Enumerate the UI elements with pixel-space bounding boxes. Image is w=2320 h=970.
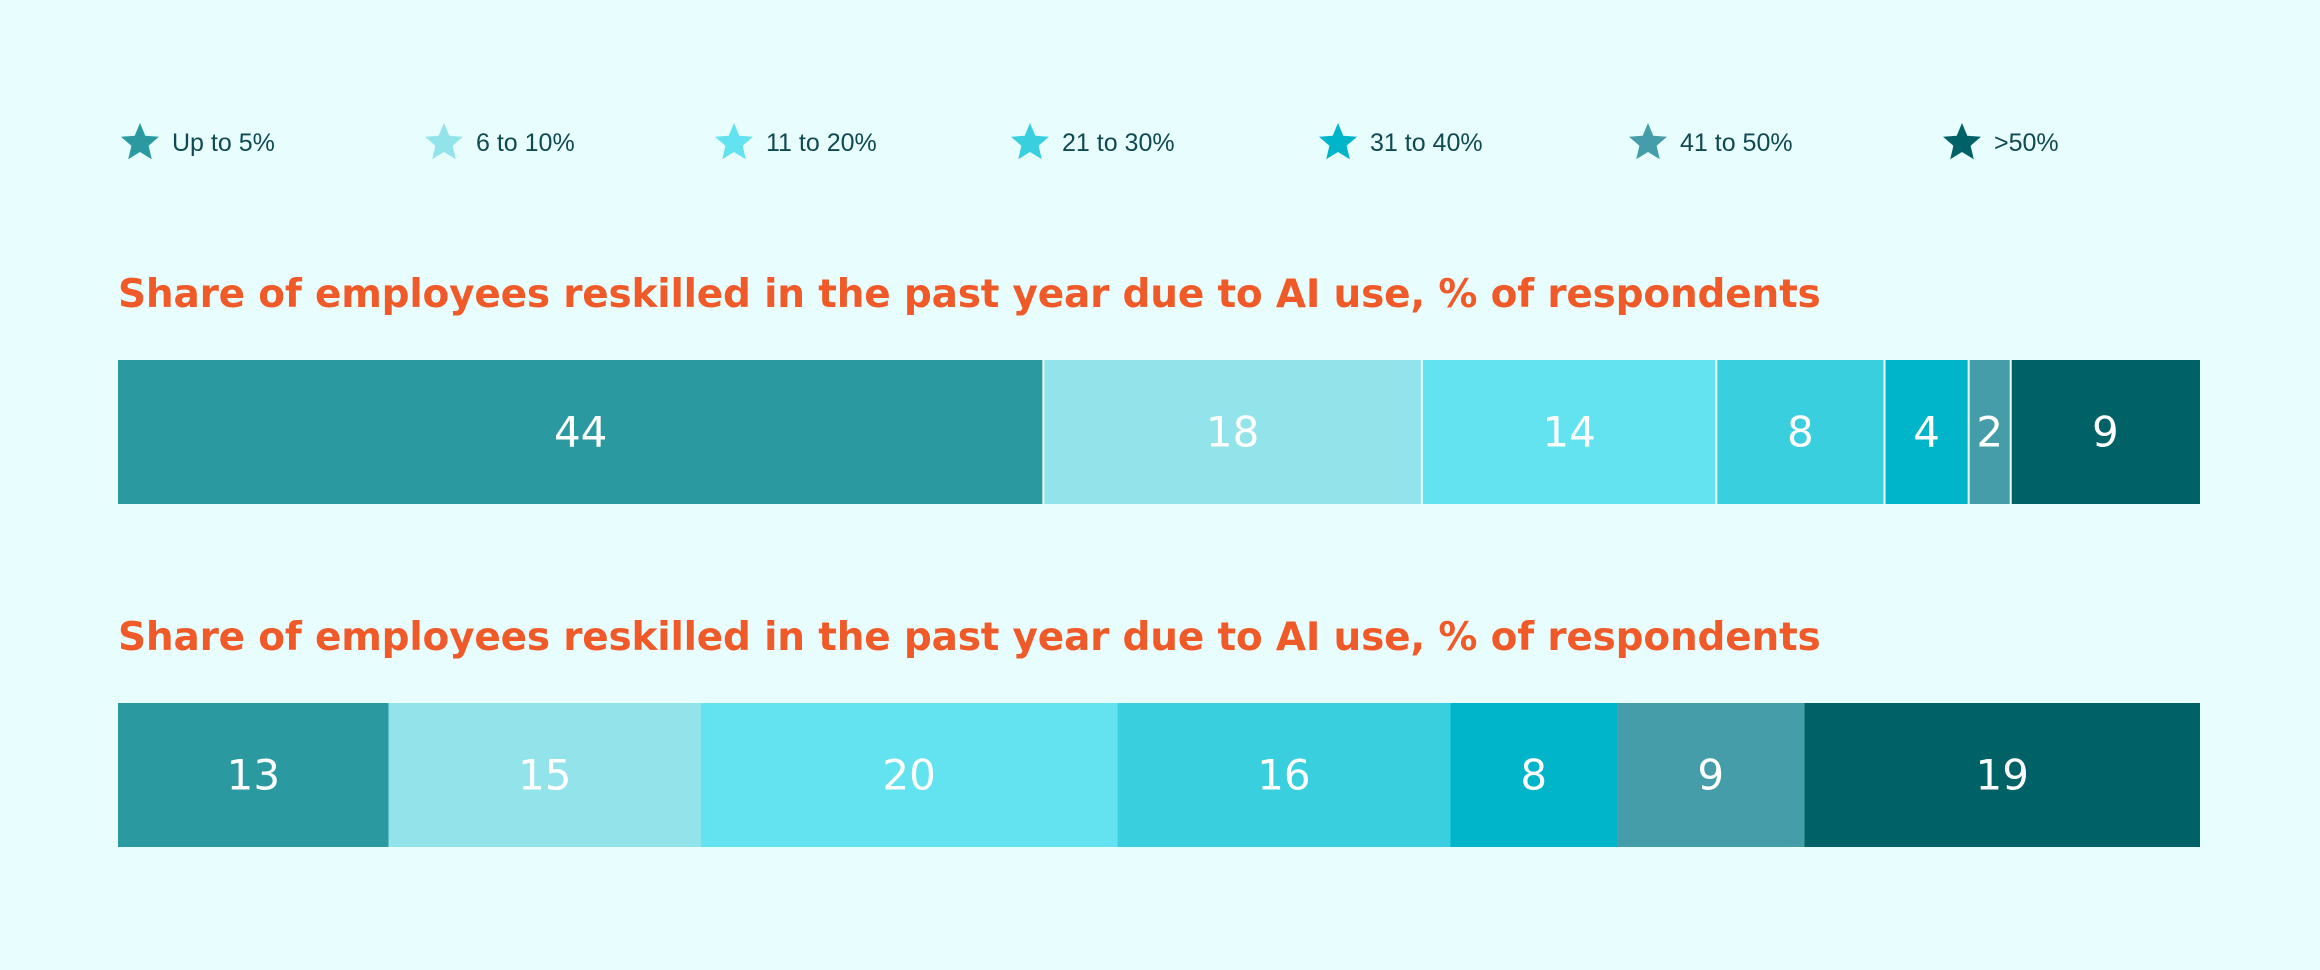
bar-segment	[1421, 360, 1717, 504]
chart-title: Share of employees reskilled in the past…	[118, 272, 1821, 317]
bar-segment	[118, 703, 389, 847]
bar-segment	[1117, 703, 1451, 847]
data-label: 9	[1697, 751, 1724, 800]
data-label: 14	[1542, 408, 1595, 457]
legend-item-up-to-5: Up to 5%	[118, 120, 275, 166]
stacked-bar-chart-1: 44 18 14 8 4 2 9	[118, 360, 2200, 504]
legend: Up to 5% 6 to 10% 11 to 20% 21 to 30% 31…	[0, 0, 2320, 200]
data-label: 19	[1975, 751, 2028, 800]
bar-segment	[1884, 360, 1969, 504]
legend-star	[121, 123, 159, 160]
legend-star	[1319, 123, 1357, 160]
data-label: 4	[1913, 408, 1940, 457]
bar-segment	[1804, 703, 2200, 847]
legend-star	[425, 123, 463, 160]
chart-title: Share of employees reskilled in the past…	[118, 615, 1821, 660]
star-icon	[1629, 123, 1667, 160]
star-icon	[1319, 123, 1357, 160]
stacked-bar-chart-2: 13 15 20 16 8 9 19	[118, 703, 2200, 847]
legend-label: >50%	[1994, 128, 2059, 157]
star-icon	[1011, 123, 1049, 160]
data-label: 8	[1787, 408, 1814, 457]
data-label: 8	[1520, 751, 1547, 800]
legend-item-11-to-20: 11 to 20%	[712, 120, 877, 166]
legend-label: 21 to 30%	[1062, 128, 1175, 157]
bar-segment	[1617, 703, 1805, 847]
legend-label: 11 to 20%	[766, 128, 877, 157]
data-label: 15	[518, 751, 571, 800]
legend-star	[1011, 123, 1049, 160]
bar-segment	[1968, 360, 2011, 504]
bar-segment	[118, 360, 1044, 504]
star-icon	[121, 123, 159, 160]
legend-star	[1943, 123, 1981, 160]
bar-segment	[388, 703, 701, 847]
legend-item-31-to-40: 31 to 40%	[1316, 120, 1483, 166]
legend-star	[1629, 123, 1667, 160]
legend-label: 6 to 10%	[476, 128, 575, 157]
data-label: 18	[1206, 408, 1259, 457]
bar-segment	[1716, 360, 1885, 504]
legend-star	[715, 123, 753, 160]
data-label: 9	[2092, 408, 2119, 457]
legend-item-over-50: >50%	[1940, 120, 2059, 166]
bar-segment	[2010, 360, 2200, 504]
legend-item-21-to-30: 21 to 30%	[1008, 120, 1175, 166]
legend-label: 31 to 40%	[1370, 128, 1483, 157]
bar-segment	[700, 703, 1118, 847]
bar-segment	[1450, 703, 1618, 847]
data-label: 13	[227, 751, 280, 800]
data-label: 44	[554, 408, 607, 457]
data-label: 16	[1257, 751, 1310, 800]
legend-item-6-to-10: 6 to 10%	[422, 120, 575, 166]
data-label: 20	[882, 751, 935, 800]
star-icon	[1943, 123, 1981, 160]
data-label: 2	[1976, 408, 2003, 457]
legend-label: 41 to 50%	[1680, 128, 1793, 157]
legend-item-41-to-50: 41 to 50%	[1626, 120, 1793, 166]
star-icon	[715, 123, 753, 160]
star-icon	[425, 123, 463, 160]
bar-segment	[1043, 360, 1422, 504]
legend-label: Up to 5%	[172, 128, 275, 157]
